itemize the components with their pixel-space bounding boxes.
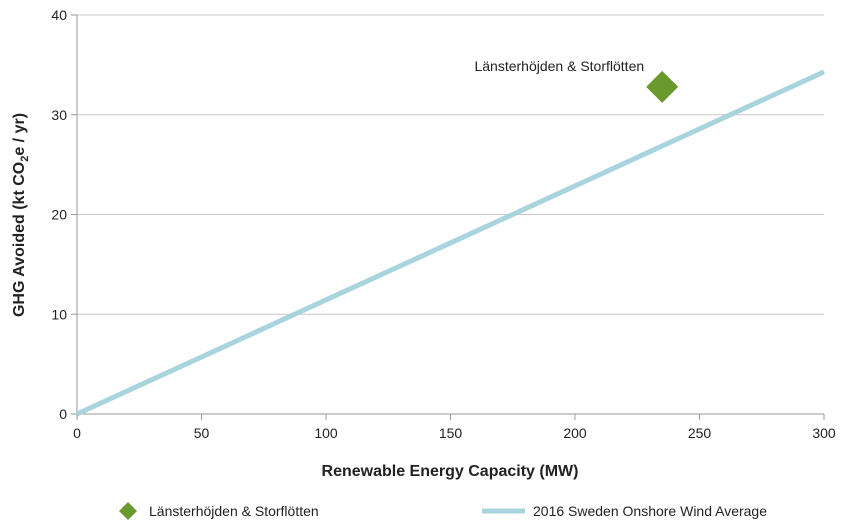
- y-tick-label-1: 10: [51, 306, 67, 322]
- x-tick-label-4: 200: [563, 425, 587, 441]
- y-tick-label-3: 30: [51, 107, 67, 123]
- x-tick-label-5: 250: [688, 425, 712, 441]
- legend-item-0: Länsterhöjden & Storflötten: [119, 502, 319, 520]
- y-tick-label-4: 40: [51, 7, 67, 23]
- axis-layer: 0 10 20 30 40 0 50 100 150 200 250 300: [51, 7, 835, 441]
- y-tick-label-0: 0: [59, 406, 67, 422]
- legend: Länsterhöjden & Storflötten 2016 Sweden …: [119, 502, 767, 520]
- grid-layer: [77, 14, 824, 315]
- series-line-1: [75, 69, 826, 417]
- x-tick-label-6: 300: [812, 425, 836, 441]
- legend-marker-diamond: [119, 502, 137, 520]
- x-tick-label-2: 100: [314, 425, 338, 441]
- label-layer: Länsterhöjden & Storflötten: [474, 58, 644, 74]
- series-layer: [75, 69, 826, 417]
- y-tick-label-2: 20: [51, 207, 67, 223]
- data-point-annotation-0: Länsterhöjden & Storflötten: [474, 58, 644, 74]
- y-axis-title-suffix: e / yr): [11, 113, 28, 156]
- legend-label-1: 2016 Sweden Onshore Wind Average: [533, 503, 767, 519]
- x-tick-label-0: 0: [73, 425, 81, 441]
- y-axis-title-subscript: 2: [19, 156, 31, 162]
- data-point-diamond-0: [646, 70, 679, 103]
- y-axis-title-prefix: GHG Avoided (kt CO: [11, 162, 28, 317]
- y-axis-title: GHG Avoided (kt CO2e / yr): [11, 113, 31, 317]
- x-tick-label-3: 150: [439, 425, 463, 441]
- legend-label-0: Länsterhöjden & Storflötten: [149, 503, 319, 519]
- legend-item-1: 2016 Sweden Onshore Wind Average: [482, 503, 767, 519]
- x-tick-label-1: 50: [194, 425, 210, 441]
- x-axis-title: Renewable Energy Capacity (MW): [322, 463, 579, 480]
